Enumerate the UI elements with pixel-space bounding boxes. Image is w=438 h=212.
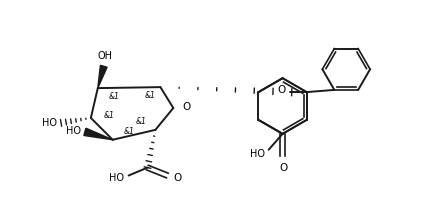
Text: HO: HO: [42, 118, 57, 128]
Text: &1: &1: [145, 91, 156, 100]
Text: OH: OH: [97, 51, 112, 61]
Text: HO: HO: [66, 126, 81, 136]
Text: O: O: [279, 163, 288, 173]
Text: &1: &1: [108, 92, 119, 100]
Polygon shape: [84, 128, 113, 140]
Text: HO: HO: [109, 173, 124, 183]
Text: &1: &1: [103, 112, 114, 120]
Text: O: O: [182, 102, 191, 112]
Text: HO: HO: [250, 149, 265, 159]
Text: O: O: [173, 173, 182, 183]
Text: O: O: [278, 85, 286, 95]
Text: &1: &1: [136, 117, 147, 126]
Text: &1: &1: [123, 127, 134, 136]
Polygon shape: [98, 65, 107, 88]
